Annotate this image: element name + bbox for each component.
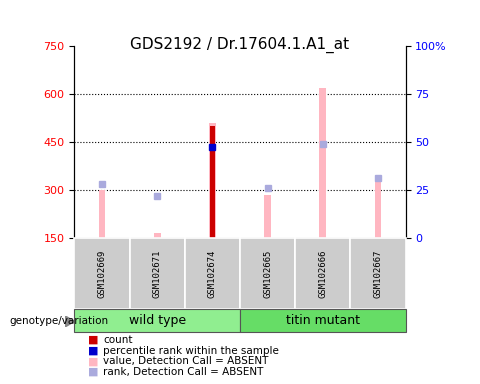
Text: GSM102674: GSM102674 xyxy=(208,250,217,298)
Bar xyxy=(74,238,130,309)
Text: titin mutant: titin mutant xyxy=(286,314,360,327)
Text: GSM102671: GSM102671 xyxy=(153,250,162,298)
Bar xyxy=(185,238,240,309)
Text: rank, Detection Call = ABSENT: rank, Detection Call = ABSENT xyxy=(103,367,264,377)
Text: ■: ■ xyxy=(88,335,99,345)
Text: GSM102666: GSM102666 xyxy=(318,250,327,298)
Bar xyxy=(264,195,271,238)
Bar xyxy=(350,238,406,309)
Text: wild type: wild type xyxy=(129,314,186,327)
Bar xyxy=(295,238,350,309)
Text: ■: ■ xyxy=(88,367,99,377)
Bar xyxy=(240,238,295,309)
Bar xyxy=(154,233,160,238)
Text: percentile rank within the sample: percentile rank within the sample xyxy=(103,346,279,356)
Bar xyxy=(74,309,240,332)
Text: GDS2192 / Dr.17604.1.A1_at: GDS2192 / Dr.17604.1.A1_at xyxy=(131,36,349,53)
Text: GSM102667: GSM102667 xyxy=(373,250,383,298)
Bar xyxy=(209,123,216,238)
Text: count: count xyxy=(103,335,132,345)
Text: genotype/variation: genotype/variation xyxy=(10,316,109,326)
Bar xyxy=(130,238,185,309)
Text: ■: ■ xyxy=(88,346,99,356)
Text: value, Detection Call = ABSENT: value, Detection Call = ABSENT xyxy=(103,356,269,366)
Bar xyxy=(240,309,406,332)
Polygon shape xyxy=(65,316,74,327)
Text: ■: ■ xyxy=(88,356,99,366)
Bar xyxy=(210,126,215,238)
Bar xyxy=(320,88,326,238)
Bar xyxy=(375,177,381,238)
Bar xyxy=(99,190,105,238)
Text: GSM102669: GSM102669 xyxy=(97,250,107,298)
Text: GSM102665: GSM102665 xyxy=(263,250,272,298)
